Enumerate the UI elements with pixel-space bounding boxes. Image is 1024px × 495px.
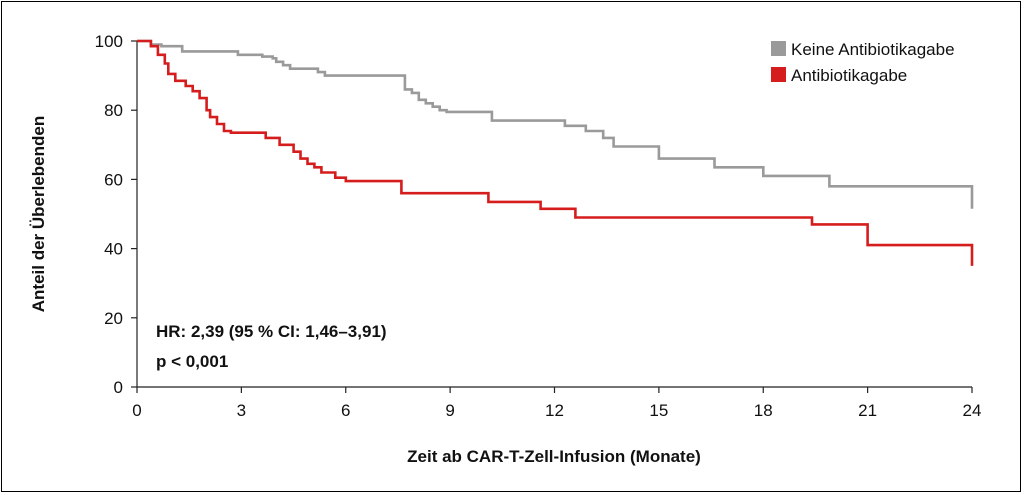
series-layer (137, 39, 974, 266)
y-tick-label: 40 (104, 240, 123, 259)
x-tick-label: 9 (445, 401, 454, 420)
x-tick-label: 0 (132, 401, 141, 420)
legend-swatch-antibiotika (771, 67, 786, 82)
axes: 0 20 40 60 80 100 0 3 6 9 12 15 18 21 24 (95, 32, 982, 420)
x-tick-label: 24 (963, 401, 982, 420)
survival-curve-keine-antibiotikagabe (137, 39, 974, 209)
hazard-ratio-text: HR: 2,39 (95 % CI: 1,46–3,91) (156, 322, 387, 341)
y-axis-title: Anteil der Überlebenden (29, 116, 48, 312)
legend: Keine Antibiotikagabe Antibiotikagabe (771, 40, 955, 85)
y-tick-label: 80 (104, 101, 123, 120)
y-tick-label: 100 (95, 32, 123, 51)
x-tick-label: 15 (649, 401, 668, 420)
y-tick-label: 0 (114, 378, 123, 397)
survival-curve-antibiotikagabe (137, 39, 974, 266)
x-tick-label: 12 (545, 401, 564, 420)
x-axis-title: Zeit ab CAR-T-Zell-Infusion (Monate) (407, 447, 701, 466)
x-tick-label: 6 (341, 401, 350, 420)
p-value-text: p < 0,001 (156, 352, 228, 371)
legend-swatch-keine (771, 41, 786, 56)
x-tick-label: 21 (858, 401, 877, 420)
legend-label-antibiotika: Antibiotikagabe (791, 66, 907, 85)
legend-label-keine: Keine Antibiotikagabe (791, 40, 955, 59)
y-tick-label: 20 (104, 309, 123, 328)
x-tick-label: 3 (237, 401, 246, 420)
x-tick-label: 18 (754, 401, 773, 420)
y-tick-label: 60 (104, 170, 123, 189)
